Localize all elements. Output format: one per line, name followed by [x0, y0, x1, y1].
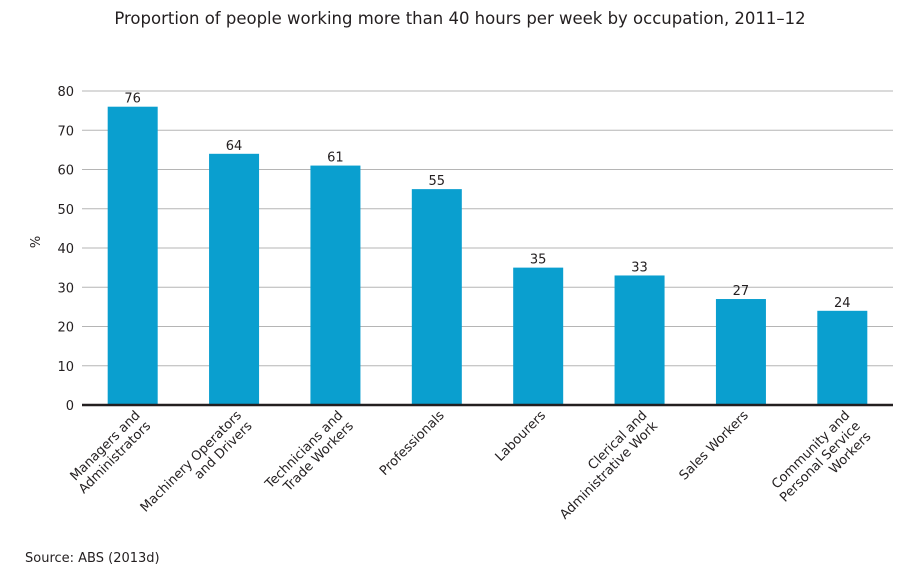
data-label: 35 — [530, 253, 547, 268]
data-label: 24 — [834, 296, 851, 311]
x-tick-label: Sales Workers — [677, 408, 752, 483]
y-tick-label: 10 — [57, 360, 74, 375]
data-label: 55 — [429, 174, 446, 189]
y-axis-label: % — [29, 236, 44, 248]
bar — [513, 267, 564, 405]
x-tick-label: Professionals — [377, 408, 448, 479]
x-tick-label: Technicians andTrade Workers — [262, 408, 357, 503]
x-tick-label-line: Machinery Operators — [138, 408, 245, 515]
x-tick-label-line: Labourers — [493, 408, 550, 465]
bar — [411, 189, 462, 405]
data-label: 61 — [327, 151, 344, 166]
y-tick-label: 60 — [57, 164, 74, 179]
x-tick-label: Clerical andAdministrative Work — [547, 408, 662, 523]
data-label: 33 — [631, 260, 648, 275]
bar — [107, 106, 158, 405]
bar — [715, 299, 766, 405]
data-label: 64 — [226, 139, 243, 154]
x-tick-label: Labourers — [493, 408, 550, 465]
x-tick-label-line: Administrative Work — [557, 419, 661, 523]
x-tick-label: Machinery Operatorsand Drivers — [138, 408, 256, 526]
x-tick-label: Community andPersonal ServiceWorkers — [767, 408, 875, 516]
x-tick-label-line: Professionals — [377, 408, 448, 479]
chart-title: Proportion of people working more than 4… — [114, 9, 805, 28]
x-tick-label-line: Sales Workers — [677, 408, 752, 483]
data-label: 76 — [124, 92, 141, 107]
y-tick-label: 50 — [57, 203, 74, 218]
bar — [817, 310, 868, 405]
x-tick-label: Managers andAdministrators — [65, 408, 154, 497]
y-tick-label: 0 — [66, 399, 74, 414]
source-note: Source: ABS (2013d) — [25, 551, 160, 566]
bar — [209, 153, 260, 405]
bar — [310, 165, 361, 405]
y-tick-label: 80 — [57, 85, 74, 100]
bar — [614, 275, 665, 405]
data-label: 27 — [733, 284, 750, 299]
y-tick-label: 40 — [57, 242, 74, 257]
y-tick-label: 30 — [57, 281, 74, 296]
y-tick-label: 70 — [57, 124, 74, 139]
y-tick-label: 20 — [57, 321, 74, 336]
